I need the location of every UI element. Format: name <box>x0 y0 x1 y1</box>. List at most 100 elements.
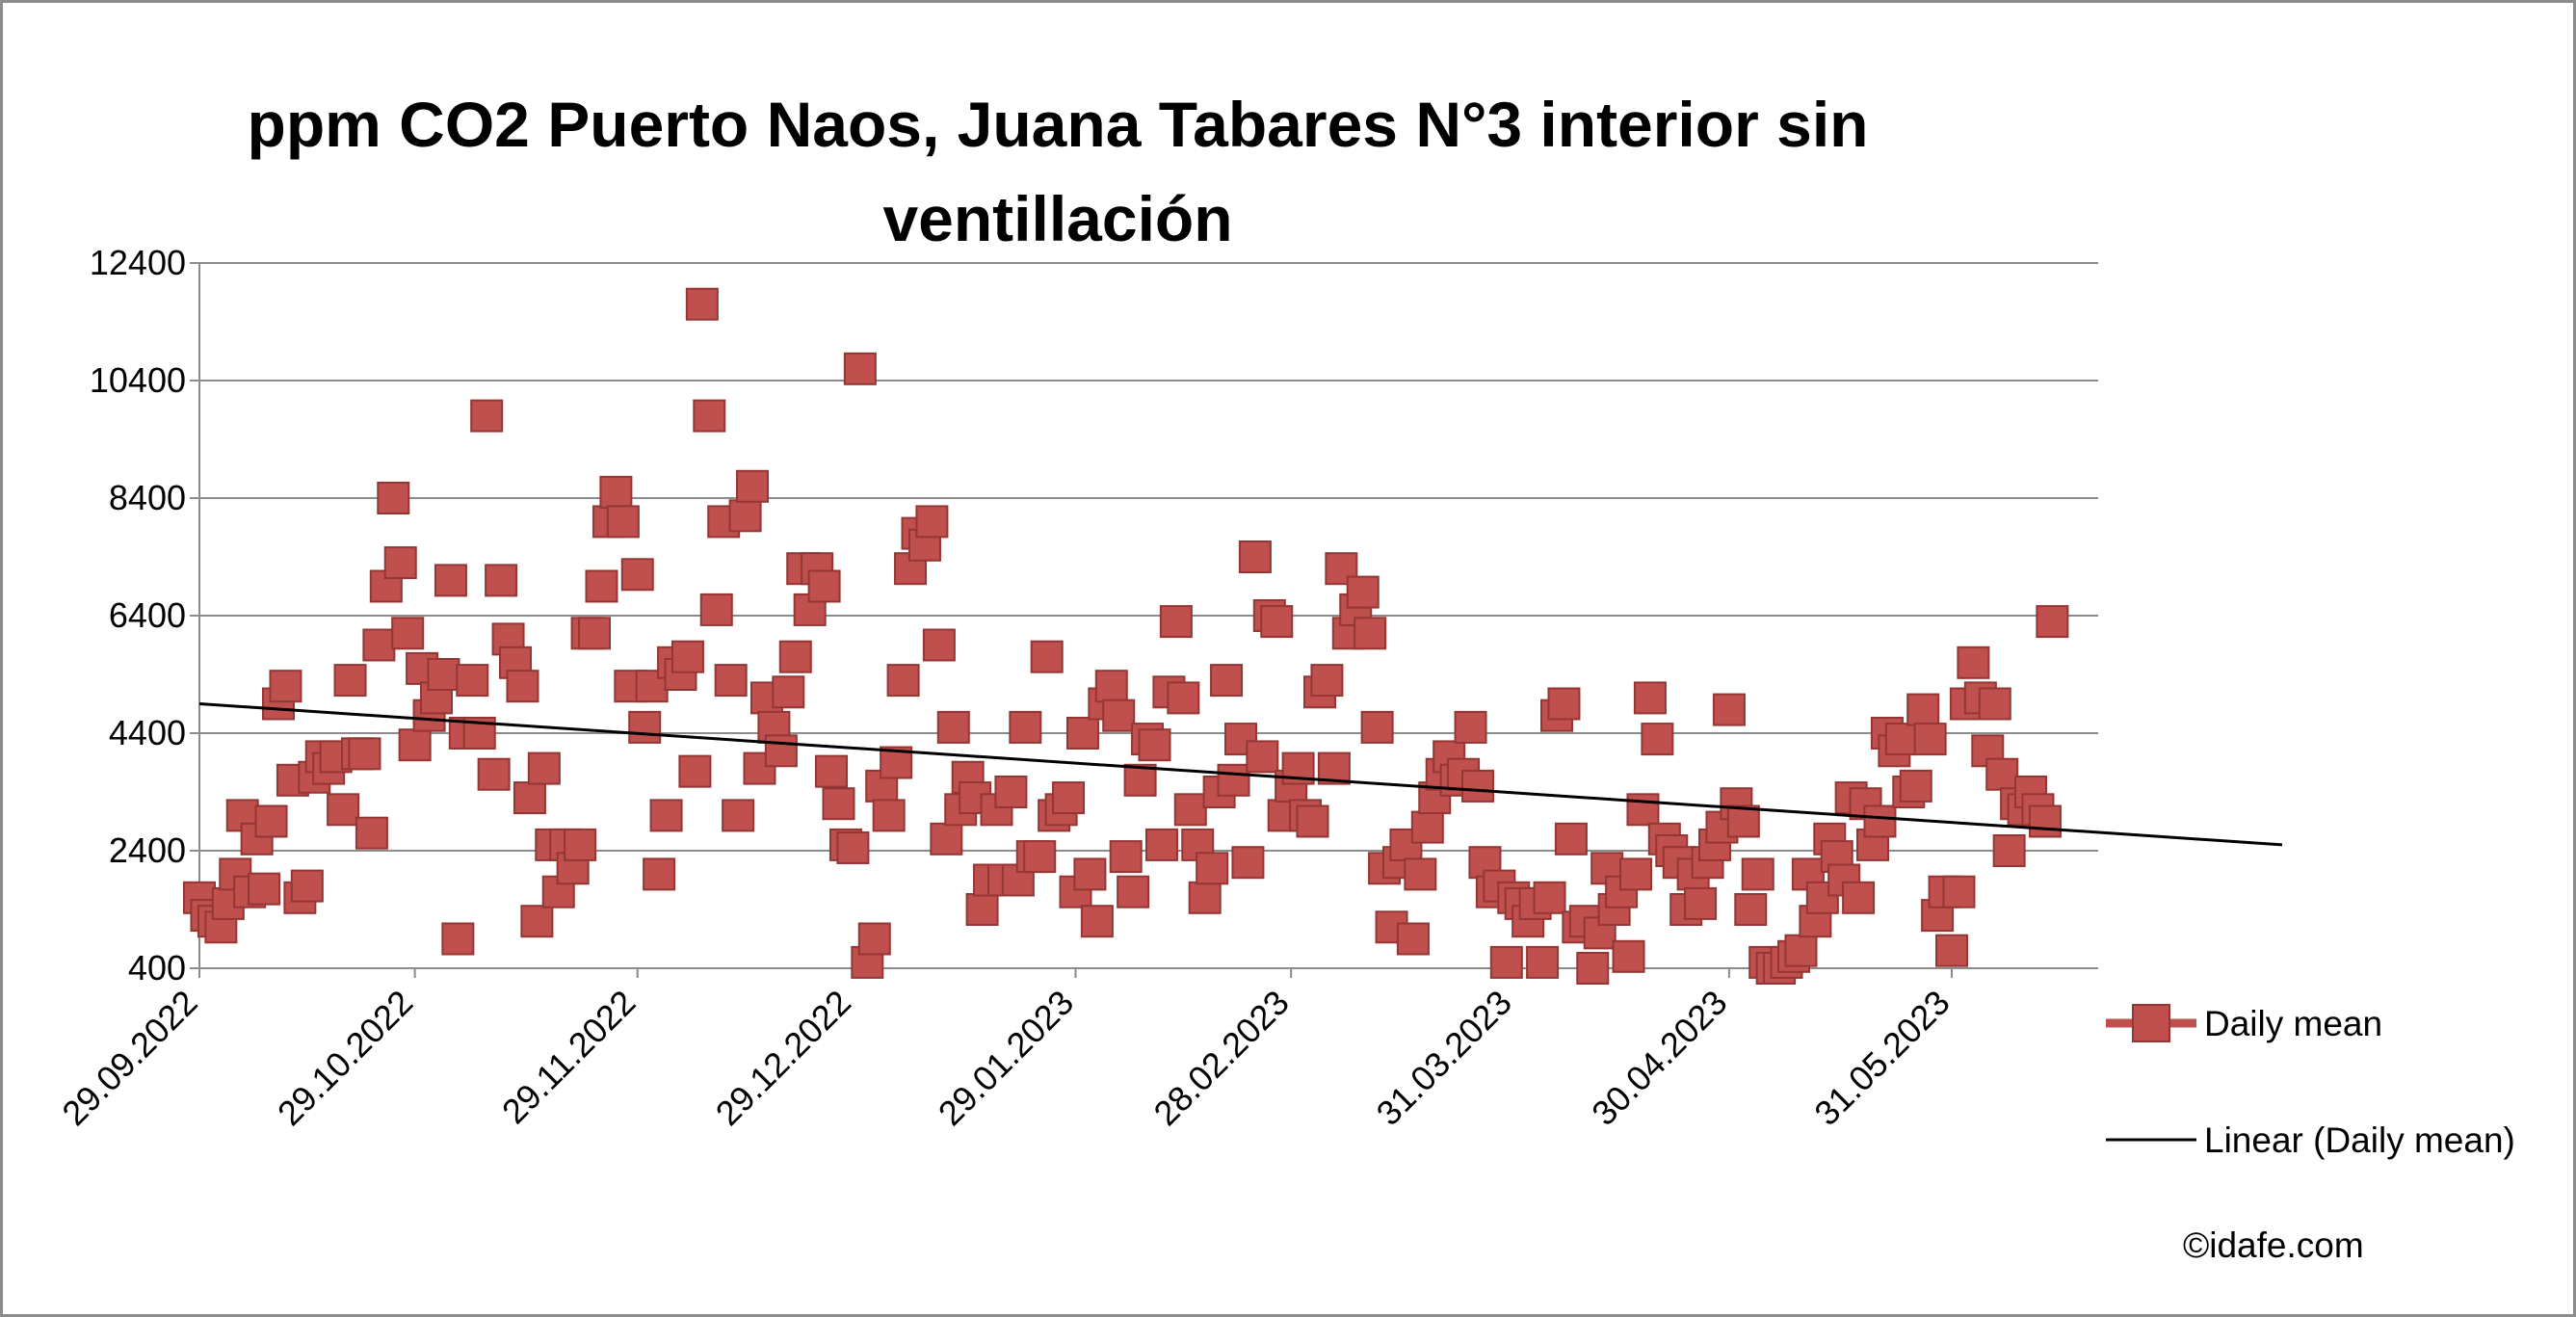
data-point <box>1992 834 2026 867</box>
y-tick-label: 8400 <box>109 478 186 517</box>
data-point <box>915 505 949 539</box>
y-tick-label: 12400 <box>90 243 186 282</box>
data-point <box>772 675 805 709</box>
data-point <box>1626 793 1660 827</box>
data-point <box>922 628 956 662</box>
data-point <box>1978 687 2011 721</box>
data-point <box>1547 687 1581 721</box>
data-point <box>1310 664 1344 698</box>
data-point <box>1913 723 1947 756</box>
data-point <box>1633 681 1667 715</box>
data-point <box>1526 945 1560 979</box>
data-point <box>886 664 920 698</box>
data-point <box>506 670 539 703</box>
data-point <box>1863 804 1897 838</box>
daily-mean-points <box>183 287 2069 985</box>
data-point <box>1354 617 1387 650</box>
chart-title-line-2: ventillación <box>882 183 1232 254</box>
data-point <box>1123 763 1157 797</box>
data-point <box>391 617 425 650</box>
data-point <box>1102 698 1136 732</box>
data-point <box>807 569 841 603</box>
data-point <box>1533 881 1566 914</box>
data-point <box>1080 905 1114 938</box>
data-point <box>470 399 504 433</box>
data-point <box>441 922 475 956</box>
data-point <box>520 905 554 938</box>
data-point <box>564 828 597 861</box>
data-point <box>1188 881 1222 914</box>
y-tick-label: 6400 <box>109 595 186 635</box>
data-point <box>678 754 712 788</box>
data-point <box>1576 952 1610 985</box>
data-point <box>857 922 891 956</box>
data-point <box>1238 540 1272 573</box>
data-point <box>578 617 612 650</box>
data-point <box>355 816 388 850</box>
credit-text: ©idafe.com <box>2183 1225 2364 1265</box>
data-point <box>348 737 381 771</box>
data-point <box>1073 857 1107 891</box>
data-point <box>254 804 288 838</box>
data-point <box>290 869 324 903</box>
data-point <box>1712 693 1746 726</box>
data-point <box>362 628 396 662</box>
legend-daily-mean-marker <box>2132 1004 2170 1042</box>
data-point <box>872 799 906 832</box>
data-point <box>1454 710 1487 744</box>
data-point <box>398 728 432 762</box>
data-point <box>599 475 633 509</box>
data-point <box>1906 693 1940 726</box>
data-point <box>815 754 849 788</box>
data-point <box>1684 886 1718 920</box>
data-point <box>456 664 489 698</box>
legend-linear-trend-label: Linear (Daily mean) <box>2204 1120 2515 1160</box>
data-point <box>843 352 877 385</box>
data-point <box>728 499 762 533</box>
data-point <box>513 781 546 815</box>
data-point <box>722 799 755 832</box>
data-point <box>1985 757 2019 791</box>
data-point <box>434 564 467 597</box>
data-point <box>1899 769 1932 803</box>
data-point <box>1009 710 1042 744</box>
data-point <box>1217 763 1250 797</box>
data-point <box>1296 804 1329 838</box>
data-point <box>620 558 654 592</box>
data-point <box>936 710 970 744</box>
data-point <box>1231 846 1265 880</box>
data-point <box>269 670 302 703</box>
y-tick-label: 4400 <box>109 713 186 752</box>
data-point <box>1726 804 1760 838</box>
data-point <box>2028 804 2062 838</box>
data-point <box>1094 670 1128 703</box>
data-point <box>649 799 683 832</box>
data-point <box>1741 857 1774 891</box>
data-point <box>778 640 812 673</box>
data-point <box>1842 881 1876 914</box>
data-point <box>1065 717 1099 750</box>
data-point <box>485 564 518 597</box>
trend-line <box>198 702 2283 847</box>
data-point <box>670 640 704 673</box>
y-tick-label: 2400 <box>109 830 186 870</box>
y-axis-tick-labels: 400 2400 4400 6400 8400 10400 12400 <box>90 243 186 988</box>
data-point <box>1554 822 1588 856</box>
data-point <box>714 664 748 698</box>
data-point <box>643 857 676 891</box>
data-point <box>427 658 460 691</box>
data-point <box>527 751 561 785</box>
data-point <box>736 469 770 503</box>
data-point <box>1052 781 1086 815</box>
data-point <box>1404 857 1437 891</box>
gridlines <box>199 262 2098 852</box>
data-point <box>1935 934 1969 967</box>
chart-title-line-1: ppm CO2 Puerto Naos, Juana Tabares N°3 i… <box>248 89 1869 160</box>
data-point <box>1144 828 1178 861</box>
data-point <box>685 287 719 321</box>
data-point <box>1109 840 1143 874</box>
linear-trend <box>198 702 2283 847</box>
data-point <box>1396 922 1430 956</box>
data-point <box>1641 723 1674 756</box>
